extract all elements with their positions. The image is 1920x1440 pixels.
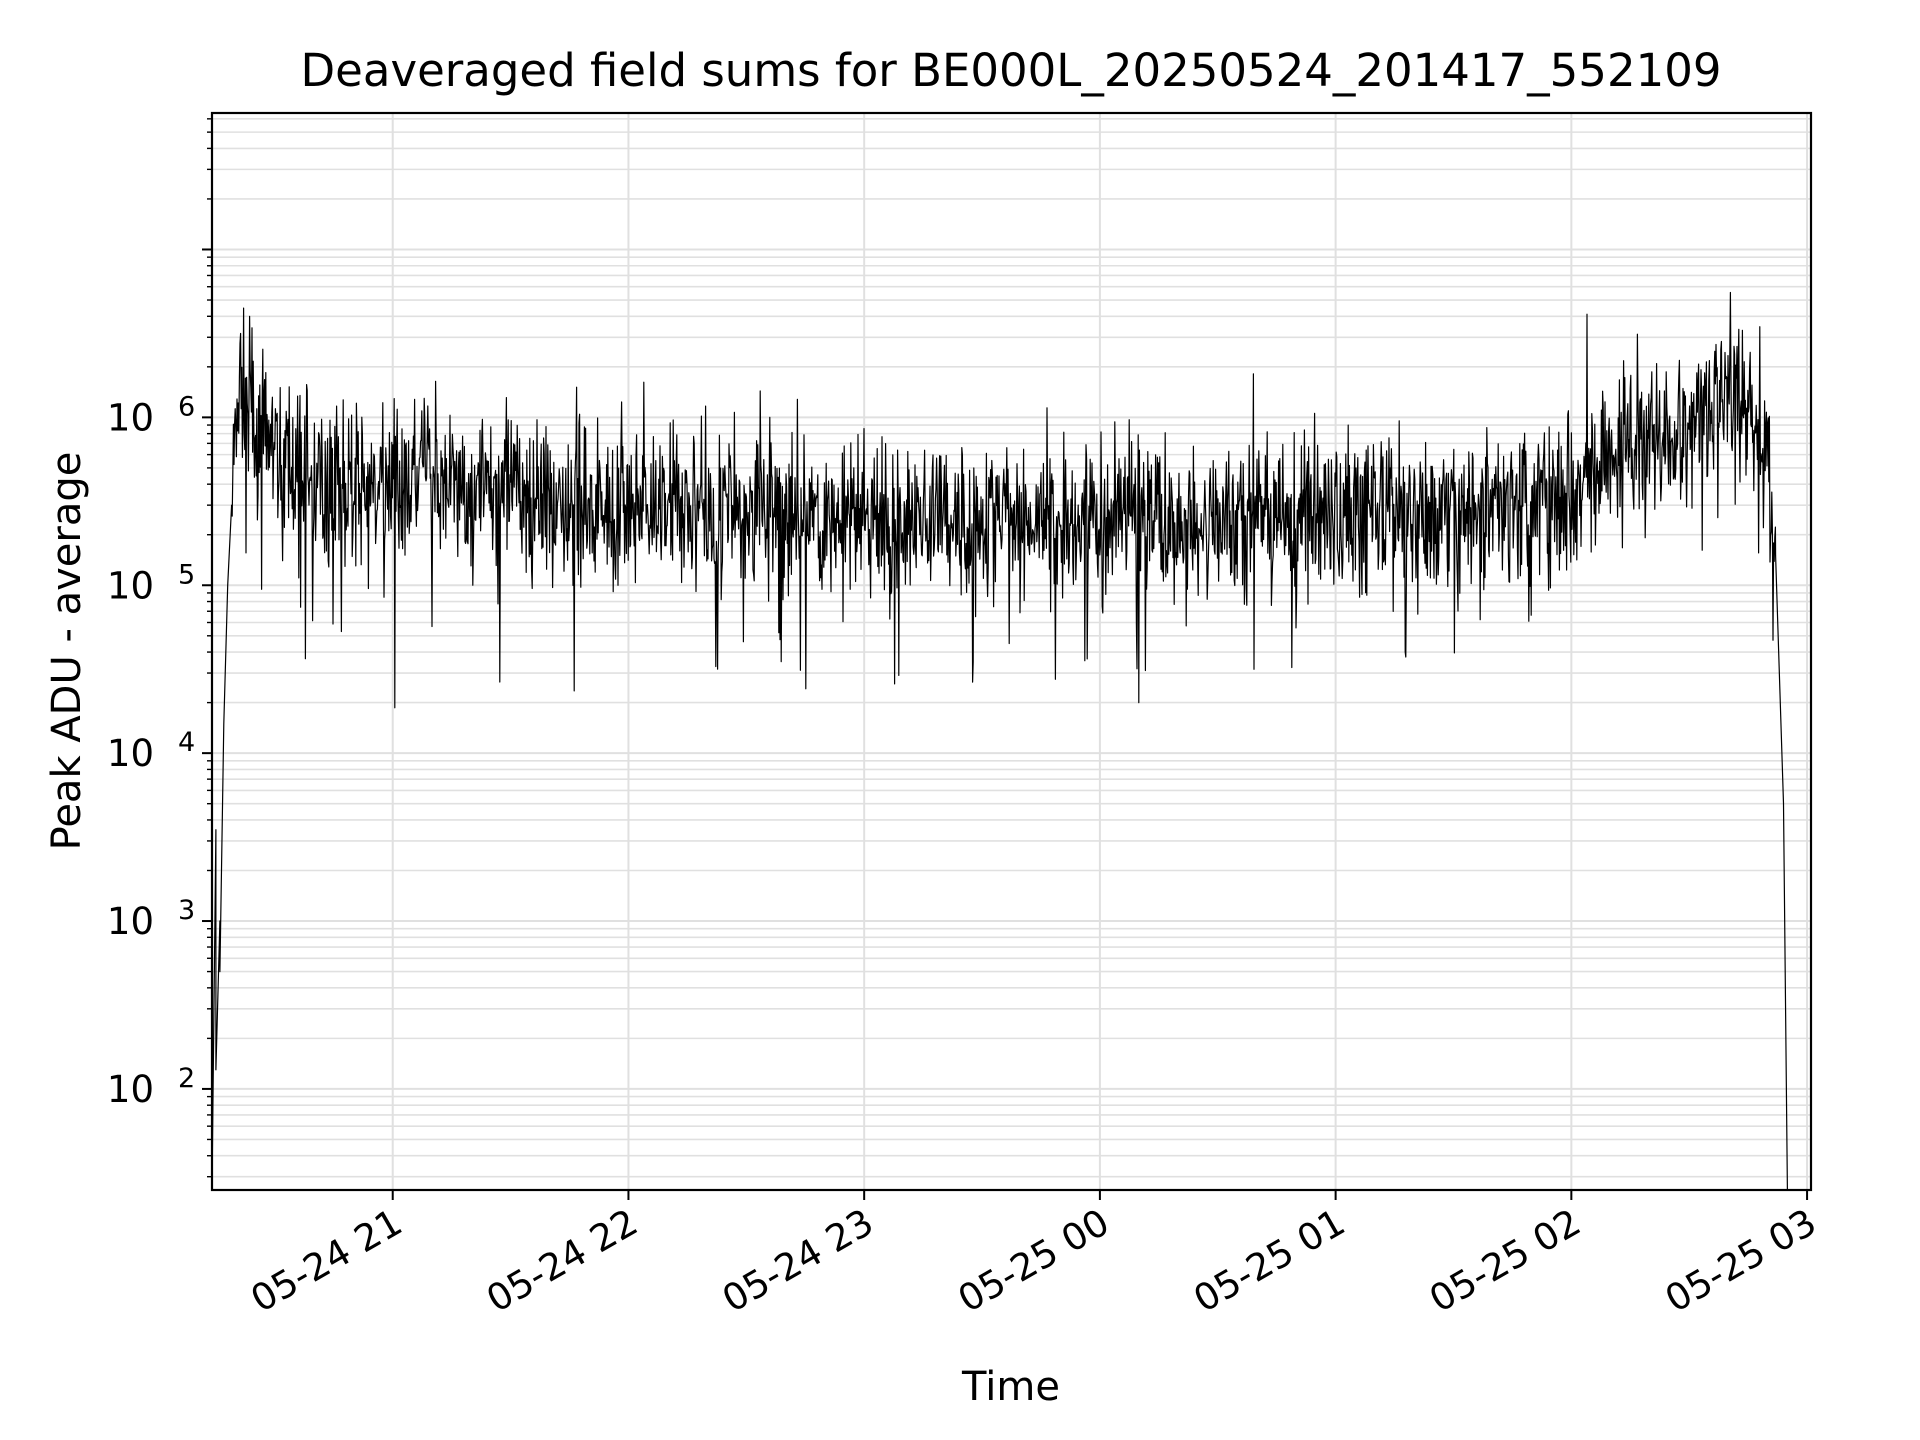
x-axis-label: Time bbox=[961, 1364, 1060, 1410]
y-tick-base: 10 bbox=[107, 732, 154, 775]
chart-title: Deaveraged field sums for BE000L_2025052… bbox=[301, 44, 1722, 97]
y-tick-label: 10 6 bbox=[107, 391, 195, 439]
y-tick-exponent: 6 bbox=[178, 391, 195, 422]
y-tick-label: 10 2 bbox=[107, 1063, 195, 1111]
y-tick-base: 10 bbox=[107, 1068, 154, 1111]
y-tick-label: 10 3 bbox=[107, 895, 195, 943]
y-tick-base: 10 bbox=[107, 564, 154, 607]
y-tick-label: 10 4 bbox=[107, 727, 195, 775]
y-tick-base: 10 bbox=[107, 396, 154, 439]
y-axis-label: Peak ADU - average bbox=[44, 452, 90, 851]
y-tick-exponent: 3 bbox=[178, 895, 195, 926]
y-tick-exponent: 5 bbox=[178, 559, 195, 590]
y-tick-exponent: 2 bbox=[178, 1063, 195, 1094]
y-tick-base: 10 bbox=[107, 900, 154, 943]
line-layer bbox=[211, 291, 1788, 1191]
series-line bbox=[211, 291, 1788, 1191]
y-tick-exponent: 4 bbox=[178, 727, 195, 758]
y-tick-label: 10 5 bbox=[107, 559, 195, 607]
